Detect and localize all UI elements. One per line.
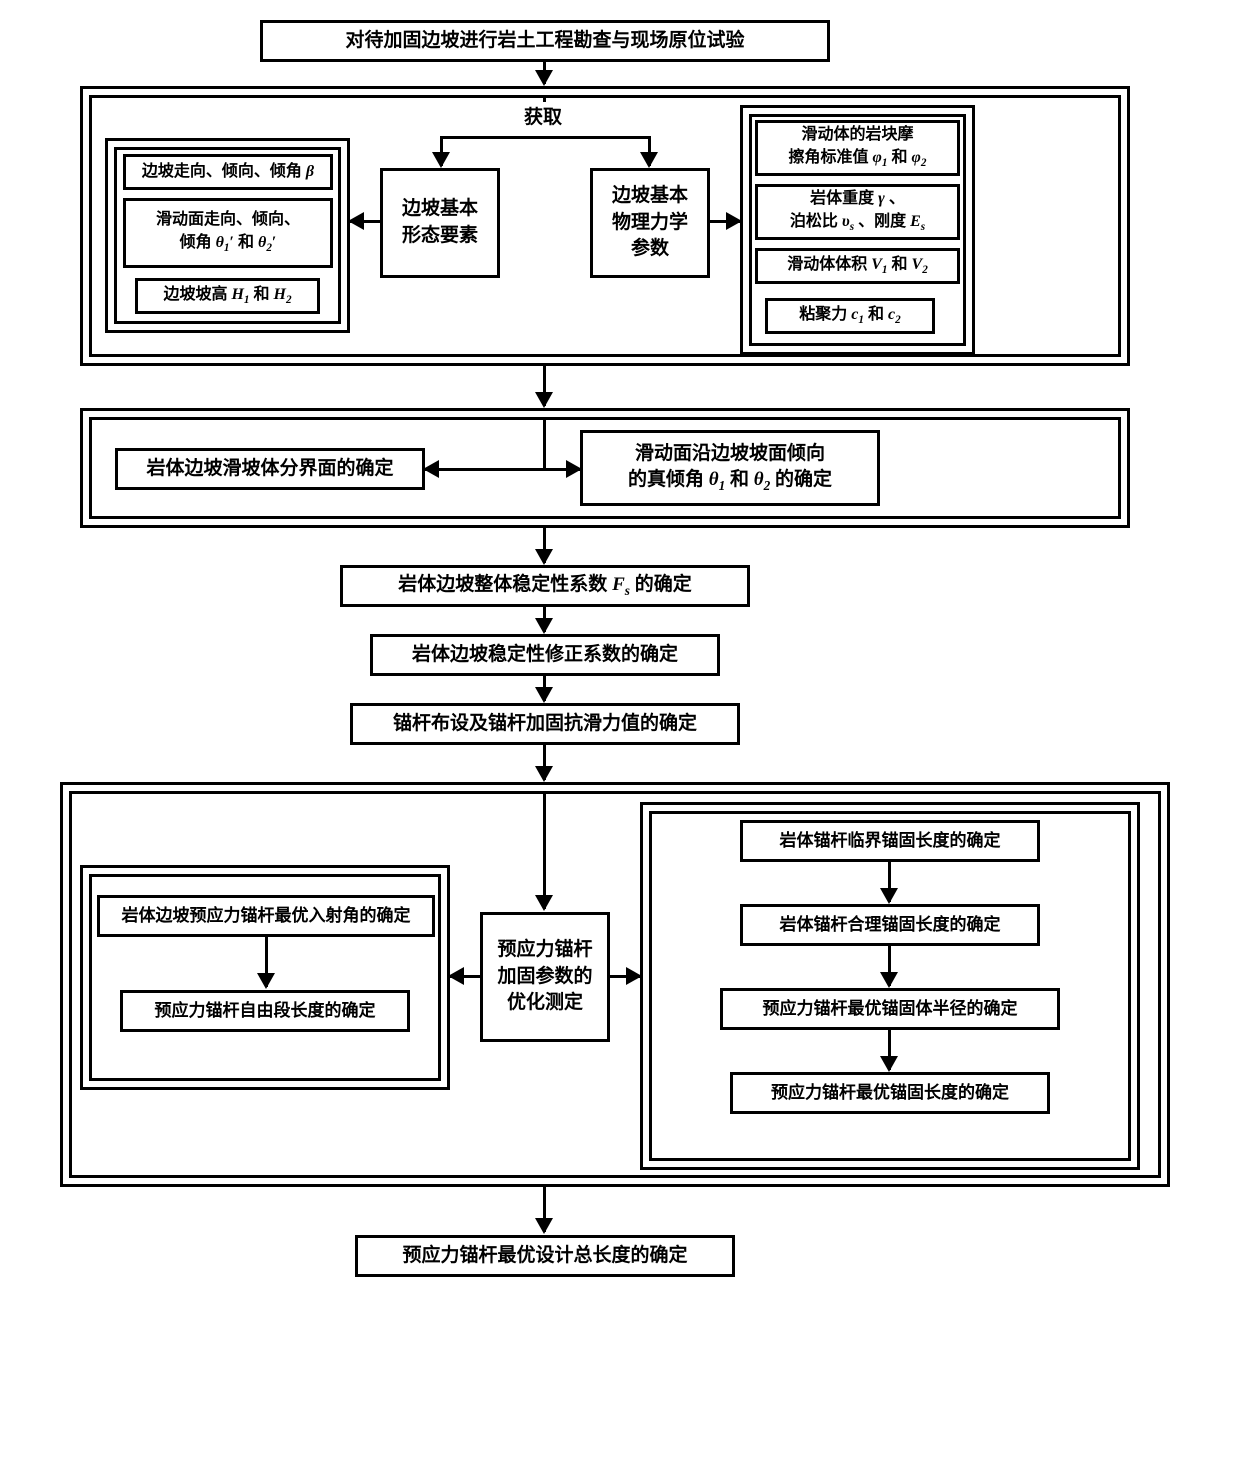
stub-g2 [543, 420, 546, 468]
hsplit1 [440, 136, 650, 139]
ri-c-t: 滑动体体积 V1 和 V2 [787, 254, 928, 279]
li-a-t: 边坡走向、倾向、倾角 β [142, 161, 314, 183]
ri-b: 岩体重度 γ 、泊松比 υs 、刚度 Es [755, 184, 960, 240]
ri-d-t: 粘聚力 c1 和 c2 [799, 304, 900, 329]
center6: 预应力锚杆 加固参数的 优化测定 [480, 912, 610, 1042]
arr-r6ab [888, 862, 891, 902]
arr-ml [350, 220, 380, 223]
arr-into-c6 [543, 794, 546, 909]
flowchart-canvas: 对待加固边坡进行岩土工程勘查与现场原位试验 获取 边坡基本 形态要素 边坡基本 … [20, 20, 1220, 1448]
row2-left-t: 岩体边坡滑坡体分界面的确定 [146, 456, 393, 483]
stub-g2l [425, 468, 426, 471]
box-mid-right: 边坡基本 物理力学 参数 [590, 168, 710, 278]
center6-t: 预应力锚杆 加固参数的 优化测定 [497, 937, 592, 1017]
arr-r6bc [888, 946, 891, 986]
li-a: 边坡走向、倾向、倾角 β [123, 154, 333, 190]
row2-right: 滑动面沿边坡坡面倾向的真倾角 θ1 和 θ2 的确定 [580, 430, 880, 506]
arr-r3r4 [543, 607, 546, 632]
bottom: 预应力锚杆最优设计总长度的确定 [355, 1235, 735, 1277]
left6b-t: 预应力锚杆自由段长度的确定 [155, 999, 376, 1023]
row3-t: 岩体边坡整体稳定性系数 Fs 的确定 [398, 572, 691, 600]
right6d-t: 预应力锚杆最优锚固长度的确定 [771, 1081, 1009, 1105]
arr-r5g3 [543, 745, 546, 780]
row2-right-t: 滑动面沿边坡坡面倾向的真倾角 θ1 和 θ2 的确定 [628, 441, 832, 496]
arr-a1 [440, 136, 443, 166]
stub-g2r [579, 468, 580, 471]
right6a-t: 岩体锚杆临界锚固长度的确定 [780, 829, 1001, 853]
arr-mr [710, 220, 740, 223]
li-c: 边坡坡高 H1 和 H2 [135, 278, 320, 314]
mid-left-text: 边坡基本 形态要素 [402, 196, 478, 249]
ri-b-t: 岩体重度 γ 、泊松比 υs 、刚度 Es [790, 188, 925, 235]
row5: 锚杆布设及锚杆加固抗滑力值的确定 [350, 703, 740, 745]
arr-c6l [450, 975, 480, 978]
arr-l6ab [265, 937, 268, 987]
arrow-top [543, 62, 546, 84]
top-text: 对待加固边坡进行岩土工程勘查与现场原位试验 [345, 28, 744, 55]
right6c-t: 预应力锚杆最优锚固体半径的确定 [763, 997, 1018, 1021]
right6a: 岩体锚杆临界锚固长度的确定 [740, 820, 1040, 862]
acquire-label: 获取 [520, 102, 566, 129]
arr-a2 [648, 136, 651, 166]
right6c: 预应力锚杆最优锚固体半径的确定 [720, 988, 1060, 1030]
left6b: 预应力锚杆自由段长度的确定 [120, 990, 410, 1032]
row4: 岩体边坡稳定性修正系数的确定 [370, 634, 720, 676]
row3: 岩体边坡整体稳定性系数 Fs 的确定 [340, 565, 750, 607]
li-c-t: 边坡坡高 H1 和 H2 [163, 284, 291, 309]
box-top: 对待加固边坡进行岩土工程勘查与现场原位试验 [260, 20, 830, 62]
bottom-t: 预应力锚杆最优设计总长度的确定 [402, 1243, 687, 1270]
mid-right-text: 边坡基本 物理力学 参数 [612, 183, 688, 263]
arr-r6cd [888, 1030, 891, 1070]
arr-r4r5 [543, 676, 546, 701]
ri-a-t: 滑动体的岩块摩擦角标准值 φ1 和 φ2 [789, 124, 927, 171]
row4-t: 岩体边坡稳定性修正系数的确定 [412, 642, 678, 669]
hsplit2 [425, 468, 580, 471]
ri-c: 滑动体体积 V1 和 V2 [755, 248, 960, 284]
arr-g3bot [543, 1187, 546, 1232]
left6a-t: 岩体边坡预应力锚杆最优入射角的确定 [122, 904, 411, 928]
right6d: 预应力锚杆最优锚固长度的确定 [730, 1072, 1050, 1114]
row2-left: 岩体边坡滑坡体分界面的确定 [115, 448, 425, 490]
row5-t: 锚杆布设及锚杆加固抗滑力值的确定 [393, 711, 697, 738]
ri-d: 粘聚力 c1 和 c2 [765, 298, 935, 334]
ri-a: 滑动体的岩块摩擦角标准值 φ1 和 φ2 [755, 120, 960, 176]
left6a: 岩体边坡预应力锚杆最优入射角的确定 [97, 895, 435, 937]
li-b-t: 滑动面走向、倾向、倾角 θ1′ 和 θ2′ [156, 209, 300, 256]
right6b-t: 岩体锚杆合理锚固长度的确定 [780, 913, 1001, 937]
right6b: 岩体锚杆合理锚固长度的确定 [740, 904, 1040, 946]
box-mid-left: 边坡基本 形态要素 [380, 168, 500, 278]
arr-c6r [610, 975, 640, 978]
arr-g1g2 [543, 366, 546, 406]
li-b: 滑动面走向、倾向、倾角 θ1′ 和 θ2′ [123, 198, 333, 268]
arr-g2r3 [543, 528, 546, 563]
